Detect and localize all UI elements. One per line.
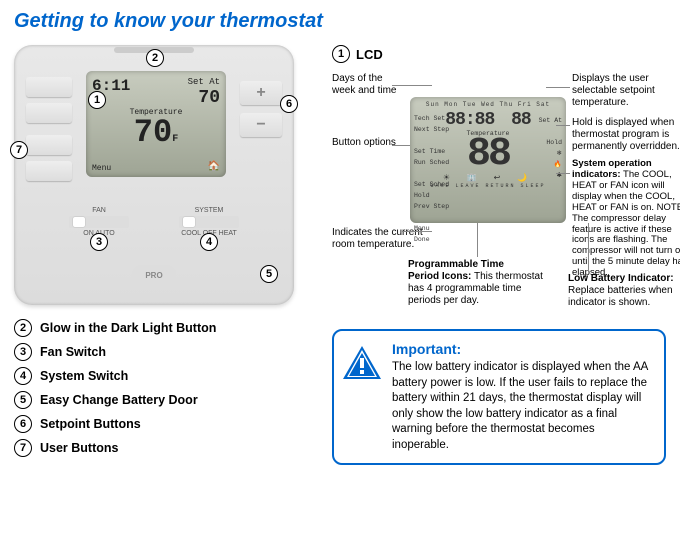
minus-button: − <box>240 113 282 137</box>
user-button-2 <box>26 103 72 123</box>
legend-circle: 7 <box>14 439 32 457</box>
fan-label: FAN <box>64 207 134 214</box>
legend-circle: 2 <box>14 319 32 337</box>
legend-label: System Switch <box>40 369 128 383</box>
legend-row: 4 System Switch <box>14 367 314 385</box>
fan-switch <box>69 216 129 228</box>
legend-circle: 5 <box>14 391 32 409</box>
circle-6: 6 <box>280 95 298 113</box>
circle-5: 5 <box>260 265 278 283</box>
plus-button: + <box>240 81 282 105</box>
lcd2-left-labels: Tech Set Next Step Set Time Run Sched Se… <box>414 113 449 245</box>
legend-circle: 4 <box>14 367 32 385</box>
user-button-4 <box>26 161 72 181</box>
legend-label: Setpoint Buttons <box>40 417 141 431</box>
user-button-1 <box>26 77 72 97</box>
lcd-diagram: Sun Mon Tue Wed Thu Fri Sat Tech Set Nex… <box>332 73 666 323</box>
thermostat-device: + − 6:11 Set At 70 Temperature 70F Menu … <box>14 45 294 305</box>
lcd2-days: Sun Mon Tue Wed Thu Fri Sat <box>416 101 560 108</box>
legend-circle: 6 <box>14 415 32 433</box>
legend-row: 3 Fan Switch <box>14 343 314 361</box>
lcd-room-temp: 70 <box>134 114 172 151</box>
system-switch <box>179 216 239 228</box>
circle-3: 3 <box>90 233 108 251</box>
legend-label: Easy Change Battery Door <box>40 393 198 407</box>
legend-label: Glow in the Dark Light Button <box>40 321 216 335</box>
legend-row: 2 Glow in the Dark Light Button <box>14 319 314 337</box>
lcd-setat-temp: 70 <box>198 88 220 108</box>
user-button-3 <box>26 135 72 155</box>
legend-row: 6 Setpoint Buttons <box>14 415 314 433</box>
legend-circle: 3 <box>14 343 32 361</box>
warning-icon <box>342 345 382 381</box>
circle-7: 7 <box>10 141 28 159</box>
callout-hold: Hold is displayed when thermostat progra… <box>572 117 680 153</box>
lcd-unit: F <box>172 134 178 145</box>
circle-4: 4 <box>200 233 218 251</box>
legend-label: User Buttons <box>40 441 118 455</box>
legend-row: 7 User Buttons <box>14 439 314 457</box>
callout-setpoint: Displays the user selectable setpoint te… <box>572 73 680 109</box>
circle-1: 1 <box>88 91 106 109</box>
callout-lowbatt: Low Battery Indicator: Replace batteries… <box>568 273 680 309</box>
circle-1b: 1 <box>332 45 350 63</box>
page-title: Getting to know your thermostat <box>14 10 666 33</box>
important-heading: Important: <box>392 341 652 357</box>
legend-list: 2 Glow in the Dark Light Button 3 Fan Switc… <box>14 319 314 457</box>
legend-label: Fan Switch <box>40 345 106 359</box>
important-body: The low battery indicator is displayed w… <box>392 360 652 453</box>
legend-row: 5 Easy Change Battery Door <box>14 391 314 409</box>
thermostat-lcd: 6:11 Set At 70 Temperature 70F Menu 🏠 <box>86 71 226 177</box>
lcd-section-title: LCD <box>356 47 383 62</box>
lcd2-segtime: 88:88 <box>445 110 494 130</box>
lcd-setat-label: Set At <box>188 77 220 87</box>
callout-btnopt: Button options <box>332 137 406 149</box>
lcd-menu: Menu <box>92 164 111 173</box>
sleep-icon: 🏠 <box>208 161 220 173</box>
lcd-detail: Sun Mon Tue Wed Thu Fri Sat Tech Set Nex… <box>410 97 566 223</box>
system-label: SYSTEM <box>174 207 244 214</box>
callout-period: Programmable Time Period Icons: This the… <box>408 259 550 307</box>
brand-logo: PRO <box>132 265 176 285</box>
circle-2: 2 <box>146 49 164 67</box>
important-box: Important: The low battery indicator is … <box>332 329 666 465</box>
lcd2-segset: 88 <box>511 110 531 130</box>
